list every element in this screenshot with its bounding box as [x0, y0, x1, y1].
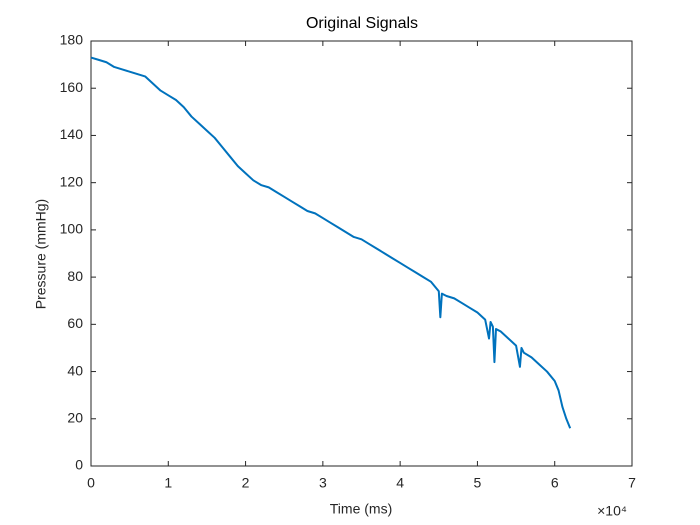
plot-area: [90, 40, 633, 467]
y-tick-label: 40: [67, 362, 83, 378]
y-axis-label: Pressure (mmHg): [33, 199, 49, 309]
x-exponent: ×10⁴: [597, 503, 627, 519]
x-tick-label: 7: [628, 475, 636, 491]
y-tick-label: 20: [67, 409, 83, 425]
y-tick-label: 60: [67, 315, 83, 331]
x-tick-label: 4: [396, 475, 404, 491]
x-tick-label: 0: [87, 475, 95, 491]
chart-title: Original Signals: [306, 15, 418, 32]
y-tick-label: 100: [60, 221, 84, 237]
y-tick-label: 80: [67, 268, 83, 284]
x-axis-label: Time (ms): [330, 501, 392, 517]
y-tick-label: 160: [60, 79, 84, 95]
x-tick-label: 1: [164, 475, 172, 491]
y-tick-label: 180: [60, 32, 84, 48]
y-tick-label: 120: [60, 173, 84, 189]
x-tick-label: 6: [551, 475, 559, 491]
y-tick-label: 140: [60, 126, 84, 142]
x-tick-label: 5: [474, 475, 482, 491]
data-line: [90, 56, 572, 429]
x-tick-label: 3: [319, 475, 327, 491]
y-tick-label: 0: [75, 457, 83, 473]
x-tick-label: 2: [242, 475, 250, 491]
